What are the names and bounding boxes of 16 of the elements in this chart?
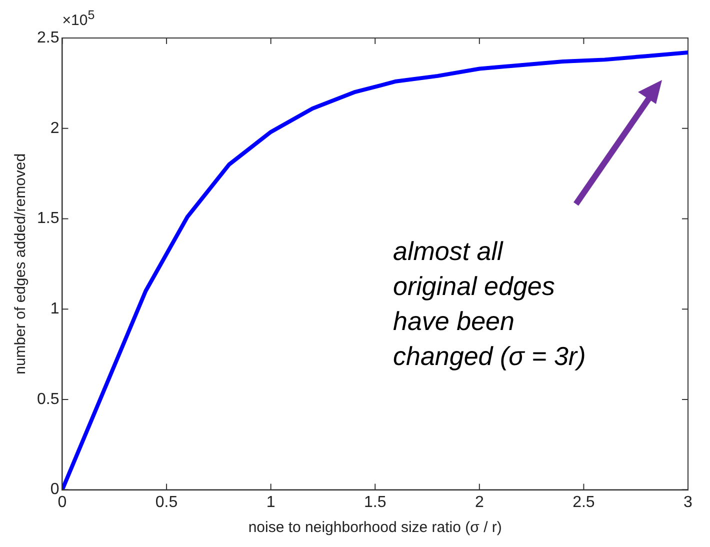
y-tick-label: 0.5	[36, 390, 60, 408]
text: ×10$^{5}$	[62, 8, 95, 29]
y-tick-label: 1	[50, 300, 60, 318]
y-tick-label: 2.5	[36, 29, 60, 46]
annotation: almost all original edges have been changed (σ = 3r)	[393, 235, 586, 373]
y-tick-label: 0	[50, 481, 60, 498]
x-tick-label: 0.5	[155, 494, 178, 511]
y-axis-title: number of edges added/removed	[12, 153, 30, 374]
x-axis-title: noise to neighborhood size ratio (σ / r)	[248, 519, 502, 536]
x-tick-label: 2	[474, 494, 484, 511]
x-tick-label: 2.5	[572, 494, 595, 511]
x-tick-label: 1.5	[364, 494, 386, 511]
x-tick-label: 3	[684, 494, 693, 511]
x-tick-label: 1	[266, 494, 276, 511]
y-tick-label: 1.5	[36, 210, 60, 228]
y-tick-label: 2	[50, 120, 60, 137]
